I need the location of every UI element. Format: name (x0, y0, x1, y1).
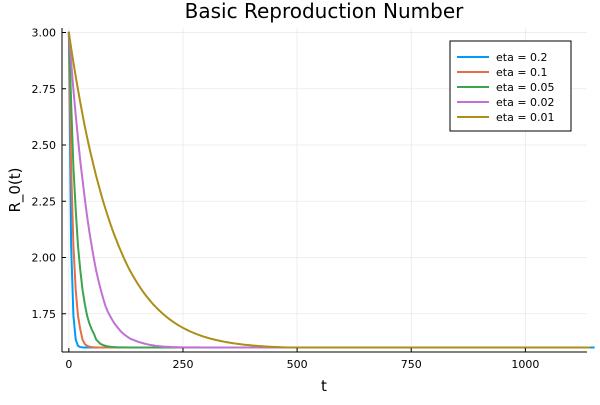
tick-layer: 0 250 500 750 1000 1.75 2.00 2.25 2.50 2.75 3.00 (32, 27, 540, 372)
y-tick-label-3: 2.50 (32, 139, 57, 152)
legend-items: eta = 0.2 eta = 0.1 eta = 0.05 eta = 0.02 et… (457, 51, 555, 124)
y-tick-label-0: 1.75 (32, 308, 57, 321)
axes-layer (61, 28, 587, 353)
x-tick-label-4: 1000 (511, 358, 539, 371)
x-tick-label-3: 750 (401, 358, 422, 371)
legend-label-2: eta = 0.05 (496, 81, 555, 94)
legend-label-3: eta = 0.02 (496, 96, 555, 109)
series-line-4 (67, 31, 591, 349)
x-axis-title: t (321, 377, 327, 395)
x-tick-label-2: 500 (287, 358, 308, 371)
legend: eta = 0.2 eta = 0.1 eta = 0.05 eta = 0.02 et… (449, 40, 572, 132)
x-tick-label-1: 250 (172, 358, 193, 371)
chart-title: Basic Reproduction Number (185, 0, 464, 23)
y-tick-label-5: 3.00 (32, 27, 57, 40)
y-tick-label-2: 2.25 (32, 195, 57, 208)
y-tick-label-1: 2.00 (32, 252, 57, 265)
x-tick-label-0: 0 (65, 358, 72, 371)
y-axis-title: R_0(t) (6, 167, 25, 212)
legend-label-1: eta = 0.1 (496, 66, 548, 79)
y-tick-label-4: 2.75 (32, 83, 57, 96)
legend-label-0: eta = 0.2 (496, 51, 548, 64)
legend-label-4: eta = 0.01 (496, 111, 555, 124)
series-layer (67, 31, 595, 349)
